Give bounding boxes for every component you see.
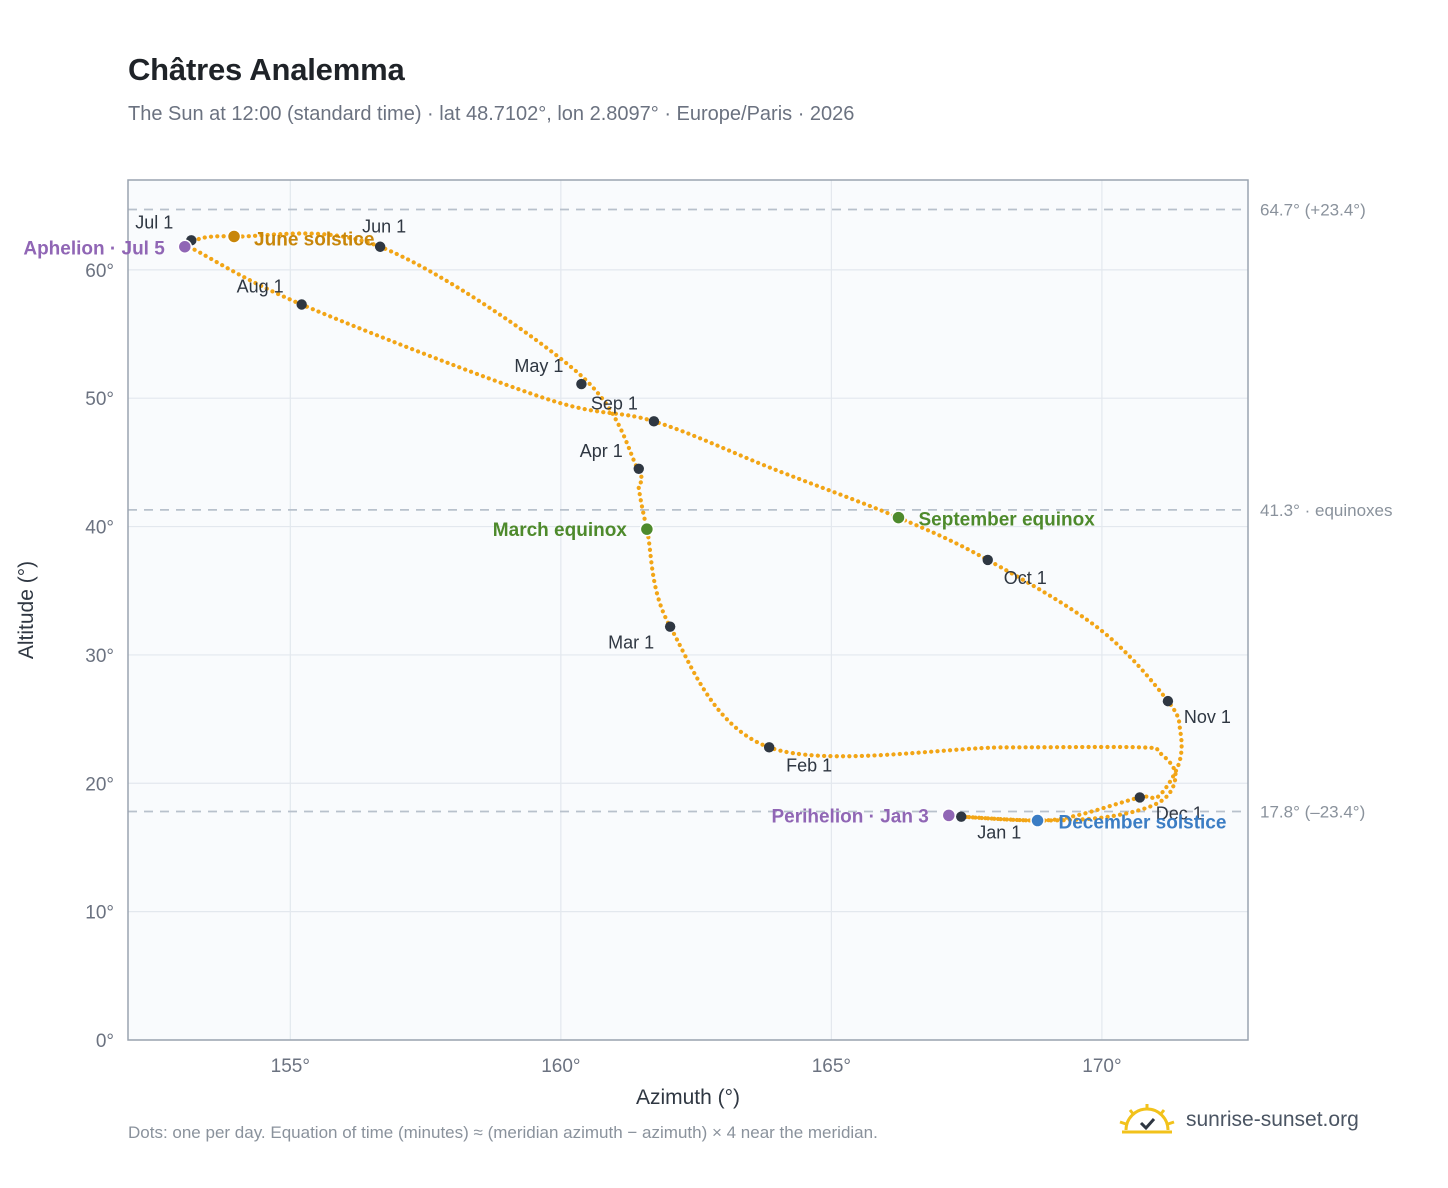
axis-ticks: 155° 160° 165° 170° 0° 10° 20° 30° 40° 50° 60° <box>85 261 1121 1077</box>
month-marker-label: Dec 1 <box>1156 803 1203 823</box>
y-tick-label: 60° <box>85 261 114 282</box>
plot-frame <box>127 179 1249 1041</box>
event-marker <box>226 229 242 244</box>
brand-name: sunrise-sunset.org <box>1186 1108 1359 1131</box>
event-marker <box>891 510 906 525</box>
chart-subtitle: The Sun at 12:00 (standard time) · lat 4… <box>128 103 855 125</box>
reference-line-label: 41.3° · equinoxes <box>1260 501 1393 520</box>
month-marker <box>1162 695 1174 707</box>
month-marker <box>576 378 587 390</box>
month-marker-label: Oct 1 <box>1004 568 1047 588</box>
y-tick-label: 30° <box>85 646 114 667</box>
month-marker-label: Feb 1 <box>786 755 832 775</box>
month-marker-label: Apr 1 <box>580 441 623 461</box>
plot-area <box>128 180 1248 1040</box>
y-tick-label: 0° <box>96 1031 114 1052</box>
x-tick-label: 160° <box>541 1056 580 1077</box>
reference-line-label: 64.7° (+23.4°) <box>1260 201 1366 220</box>
month-marker <box>1134 792 1145 803</box>
x-axis-label: Azimuth (°) <box>636 1086 740 1109</box>
month-marker-label: Nov 1 <box>1184 707 1231 727</box>
month-marker <box>982 554 993 566</box>
event-label: June solstice <box>254 229 374 250</box>
sun-logo-icon <box>1119 1104 1175 1134</box>
month-marker <box>648 416 660 427</box>
event-markers: June solstice December solstice March equi… <box>23 229 1227 834</box>
event-label: September equinox <box>918 510 1095 531</box>
event-marker <box>941 808 957 823</box>
event-marker <box>177 239 193 254</box>
x-tick-label: 155° <box>271 1056 310 1077</box>
month-marker-label: Jun 1 <box>362 217 406 237</box>
month-marker <box>664 621 676 632</box>
event-label: Perihelion · Jan 3 <box>771 806 928 827</box>
chart-title: Châtres Analemma <box>128 52 405 87</box>
y-tick-label: 50° <box>85 389 114 410</box>
x-tick-label: 165° <box>812 1056 851 1077</box>
event-marker <box>639 521 655 537</box>
month-marker <box>763 742 775 753</box>
month-marker <box>374 241 386 252</box>
x-tick-label: 170° <box>1082 1056 1121 1077</box>
month-marker-label: Mar 1 <box>608 633 654 653</box>
month-markers: Jan 1 Feb 1 Mar 1 Apr 1 May 1 Jun 1 Jul 1 Aug 1… <box>135 212 1231 842</box>
month-marker-label: Sep 1 <box>591 393 638 413</box>
y-axis-label: Altitude (°) <box>15 561 38 659</box>
y-tick-label: 40° <box>85 518 114 539</box>
reference-line-label: 17.8° (–23.4°) <box>1260 803 1365 822</box>
month-marker-label: Aug 1 <box>237 277 284 297</box>
event-label: December solstice <box>1059 813 1227 834</box>
month-marker-label: Jul 1 <box>135 212 173 232</box>
brand-link[interactable]: sunrise-sunset.org <box>1118 1102 1359 1138</box>
month-marker-label: Jan 1 <box>977 823 1021 843</box>
y-tick-label: 20° <box>85 774 114 795</box>
reference-lines: 64.7° (+23.4°) 41.3° · equinoxes 17.8° (–2… <box>128 201 1393 822</box>
month-marker-label: May 1 <box>514 356 563 376</box>
month-marker <box>633 463 644 475</box>
event-label: March equinox <box>493 520 628 541</box>
event-label: Aphelion · Jul 5 <box>23 239 165 260</box>
event-marker <box>1030 813 1045 828</box>
y-tick-label: 10° <box>85 903 114 924</box>
footnote: Dots: one per day. Equation of time (min… <box>128 1123 878 1142</box>
grid <box>128 180 1248 1041</box>
month-marker <box>296 299 307 310</box>
month-marker <box>956 811 967 822</box>
